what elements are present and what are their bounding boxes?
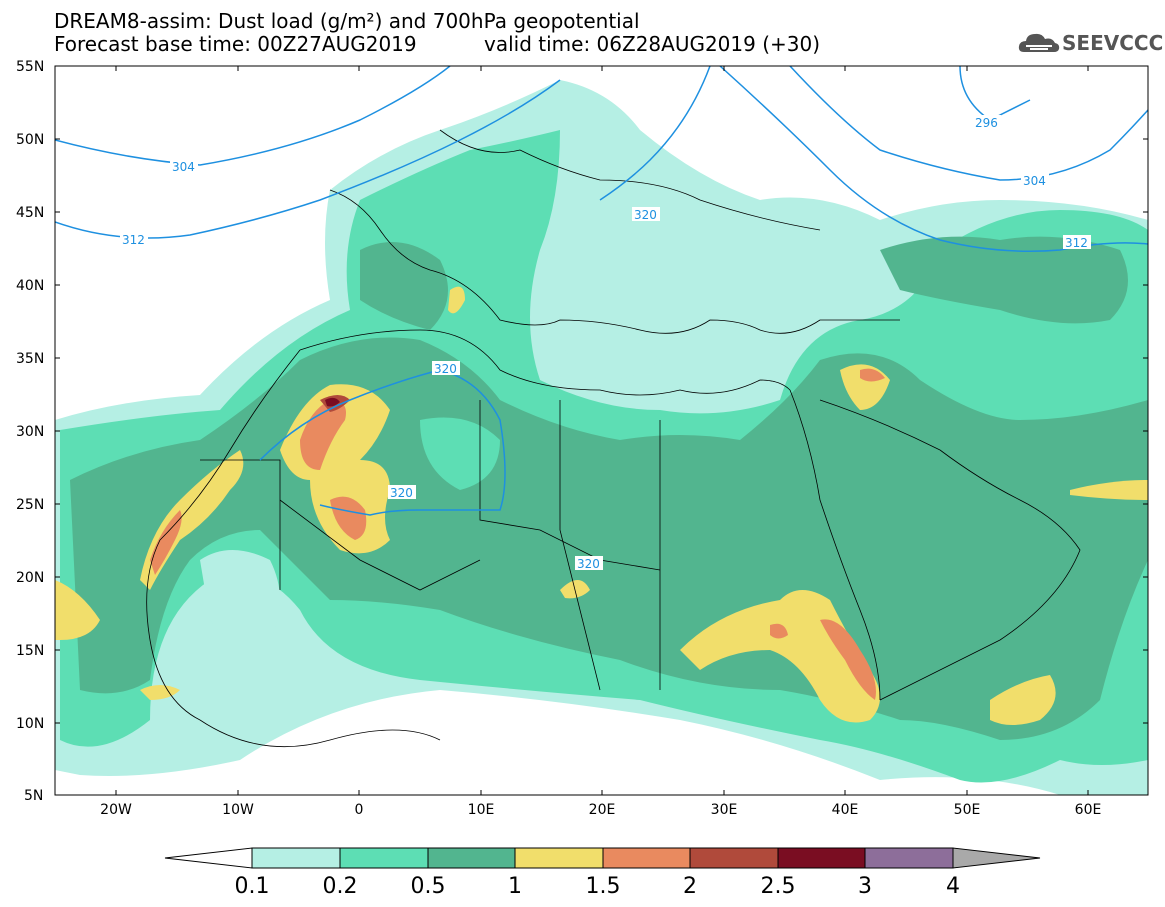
dust-contour-1.5-f <box>860 368 885 382</box>
lat-label: 45N <box>16 205 44 221</box>
lon-label: 0 <box>355 802 364 818</box>
longitude-axis: 20W 10W 0 10E 20E 30E 40E 50E 60E <box>100 66 1101 818</box>
dust-contour-2.5 <box>325 397 340 407</box>
isoline-320-south <box>259 369 506 516</box>
colorbar-bin <box>777 847 866 869</box>
coastlines <box>146 129 1081 748</box>
cloud-icon <box>1018 33 1060 52</box>
colorbar-label: 0.2 <box>323 874 358 899</box>
isoline-label: 304 <box>172 160 195 174</box>
lat-label: 20N <box>16 570 44 586</box>
coast-africa-north <box>299 329 791 396</box>
dust-contour-1-g <box>1070 480 1148 500</box>
isoline-320-north <box>599 66 711 201</box>
isoline-label: 320 <box>434 362 457 376</box>
colorbar-bin <box>602 847 691 869</box>
colorbar-label: 0.5 <box>411 874 446 899</box>
colorbar-bin <box>689 847 779 869</box>
lon-label: 50E <box>954 802 981 818</box>
colorbar-bin <box>514 847 604 869</box>
lat-label: 10N <box>16 716 44 732</box>
border-4 <box>200 459 281 590</box>
isoline-label: 320 <box>390 486 413 500</box>
isoline-label: 320 <box>577 557 600 571</box>
colorbar-label: 1.5 <box>586 874 621 899</box>
border-3 <box>279 499 481 591</box>
isoline-label: 312 <box>122 233 145 247</box>
colorbar-label: 3 <box>858 874 872 899</box>
dust-contour-1.5-b <box>330 496 367 540</box>
isoline-labels: 304 312 320 320 320 320 296 304 312 <box>120 115 1091 571</box>
coast-europe <box>329 189 900 334</box>
colorbar-over-triangle <box>952 847 1041 869</box>
colorbar-bin <box>251 847 341 869</box>
dust-clear-patch-3 <box>560 328 660 380</box>
dust-contour-1-f <box>990 675 1056 725</box>
red-sea <box>789 389 881 701</box>
dust-contour-0.5-b <box>360 242 448 330</box>
colorbar-bin <box>864 847 954 869</box>
lon-label: 20W <box>100 802 132 818</box>
colorbar-label: 2.5 <box>761 874 796 899</box>
lon-label: 10W <box>222 802 254 818</box>
lon-label: 10E <box>468 802 495 818</box>
map-subtitle: Forecast base time: 00Z27AUG2019 valid ti… <box>54 32 820 56</box>
isoline-label: 296 <box>975 116 998 130</box>
dust-contour-1.5-c <box>150 510 182 575</box>
logo-text: SEEVCCC <box>1062 31 1164 55</box>
isoline-label: 312 <box>1065 236 1088 250</box>
coast-africa-west <box>146 349 441 748</box>
isoline-label: 320 <box>634 208 657 222</box>
dust-contour-1-c <box>55 580 100 640</box>
lon-label: 30E <box>711 802 738 818</box>
seevccc-logo: SEEVCCC <box>1018 28 1163 58</box>
lat-label: 15N <box>16 643 44 659</box>
dust-contour-1-j <box>448 286 465 314</box>
arabia <box>819 399 1081 701</box>
colorbar-bin <box>427 847 516 869</box>
forecast-base-time: Forecast base time: 00Z27AUG2019 <box>54 32 417 56</box>
map-title: DREAM8-assim: Dust load (g/m²) and 700hP… <box>54 9 640 33</box>
dust-contour-1.5-a <box>300 400 346 470</box>
dust-layers <box>55 80 1148 795</box>
colorbar-label: 2 <box>683 874 697 899</box>
lat-label: 50N <box>16 132 44 148</box>
lon-label: 20E <box>589 802 616 818</box>
colorbar-under-triangle <box>164 847 253 869</box>
lat-label: 25N <box>16 497 44 513</box>
dust-clear-patch-1 <box>200 550 280 643</box>
valid-time: valid time: 06Z28AUG2019 (+30) <box>484 32 821 56</box>
colorbar-bin <box>339 847 429 869</box>
lat-label: 55N <box>16 59 44 75</box>
lon-label: 60E <box>1075 802 1102 818</box>
colorbar-label: 1 <box>508 874 522 899</box>
colorbar-label: 4 <box>946 874 960 899</box>
lat-label: 35N <box>16 351 44 367</box>
dust-contour-1.5-d <box>820 619 876 700</box>
lon-label: 40E <box>832 802 859 818</box>
latitude-axis: 55N 50N 45N 40N 35N 30N 25N 20N 15N 10N … <box>16 59 1148 804</box>
dust-contour-0.5-c <box>880 236 1128 324</box>
isoline-304-west <box>55 66 451 166</box>
dust-contour-1.5-e <box>770 623 788 639</box>
dust-contour-1-h <box>140 685 180 700</box>
lat-label: 5N <box>24 788 43 804</box>
isoline-label: 304 <box>1023 174 1046 188</box>
colorbar-label: 0.1 <box>235 874 270 899</box>
lat-label: 40N <box>16 278 44 294</box>
border-5 <box>559 400 601 691</box>
border-1 <box>479 400 661 571</box>
colorbar: 0.1 0.2 0.5 1 1.5 2 2.5 3 4 <box>164 847 1041 899</box>
border-6 <box>439 129 821 231</box>
lat-label: 30N <box>16 424 44 440</box>
isoline-304-east <box>789 66 1148 181</box>
